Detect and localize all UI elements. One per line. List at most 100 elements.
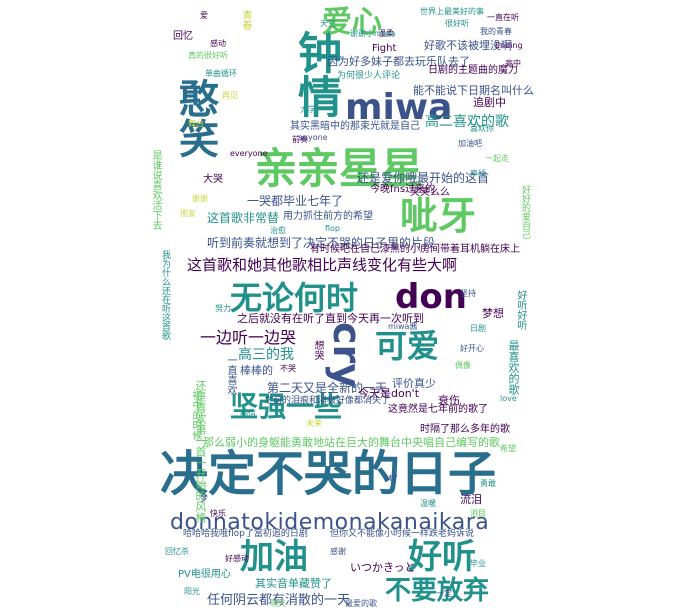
word-gangjiu: 很好听 — [445, 19, 469, 28]
word-xiaoshu: 今晚fns过来的 — [370, 184, 436, 195]
word-small-2: 一直在听 — [487, 13, 519, 22]
word-small-47: MV — [385, 474, 398, 483]
word-small-48: love — [500, 394, 517, 403]
word-qinqin: 亲亲星星 — [255, 144, 424, 193]
word-jianqiang: 坚强一些 — [230, 390, 343, 423]
word-hanxiao: 憨笑 — [172, 78, 218, 158]
word-don: don — [395, 277, 467, 317]
word-dankezhen: 但你又不能像小时候一样跌老妈诉说 — [330, 529, 475, 539]
word-yibiantingyibianku: 一边听一边哭 — [200, 328, 297, 347]
word-pv: PV电很用心 — [178, 569, 231, 580]
word-jintian: 今天是don't — [358, 387, 420, 400]
word-small-6: 感动 — [210, 39, 226, 48]
word-small-21: 梦 — [200, 494, 208, 503]
word-xiao: 笑笑么么 — [410, 187, 450, 198]
word-ai: 爱 — [200, 11, 208, 20]
word-small-31: 舞台 — [188, 119, 204, 128]
word-small-10: 加油吧 — [458, 139, 482, 148]
word-haishiai: 还是爱你哦最开始的这首 — [357, 171, 490, 185]
word-small-12: 谢谢 — [192, 194, 208, 203]
word-side-right-2: 最喜欢的歌 — [507, 340, 520, 395]
word-small-19: 相信 — [240, 409, 256, 418]
word-qishiyou: 其实音单藏赞了 — [255, 577, 332, 590]
word-dakao: 大哭 — [203, 174, 223, 185]
word-small-46: flop — [325, 224, 341, 233]
word-small-26: 最爱的歌 — [345, 599, 377, 608]
word-small-43: 天空 — [320, 19, 336, 28]
word-small-32: 高中 — [505, 59, 521, 68]
word-small-37: 希望 — [500, 444, 516, 453]
word-keai: 可爱 — [375, 327, 440, 365]
word-youshihou: 有时候吧在自己漆黑的小房间带着耳机躺在床上 — [310, 244, 520, 255]
word-small-16: 好开心 — [460, 344, 484, 353]
word-buyaofangqi: 不要放弃 — [385, 576, 490, 606]
word-small-33: 大学 — [300, 105, 316, 114]
word-small-34: 朋友 — [180, 209, 196, 218]
word-jinlai: 为何很少人评论 — [337, 71, 401, 81]
word-bangbangde: 棒棒的 — [240, 364, 273, 377]
word-haoting: 好听 — [408, 537, 476, 577]
word-small-29: 前奏 — [292, 135, 308, 144]
word-nengbuneng: 能不能说下日期名叫什么 — [413, 84, 534, 97]
word-haogebugai: 好歌不该被埋没啊 — [424, 39, 512, 52]
word-shige: 时隔了那么多年的歌 — [420, 424, 510, 435]
word-wulun: 无论何时 — [230, 279, 359, 317]
word-zhuiju: 追剧中 — [473, 96, 506, 109]
word-small-35: 努力 — [215, 304, 231, 313]
word-side-left-2: 还是喜欢第一首一开始的风格 — [194, 380, 207, 523]
word-small-20: 未来 — [306, 419, 322, 428]
word-small-30: 声线 — [470, 169, 486, 178]
word-namaruoxiao: 那么弱小的身躯能勇敢地站在巨大的舞台中央唱自己编写的歌 — [203, 436, 500, 449]
word-zheranshi: 这竟然是七年前的歌了 — [388, 404, 488, 415]
word-itsuka: いつかきっと — [350, 561, 416, 574]
word-rijuzhu: 日剧的主题曲的魔力 — [428, 65, 518, 76]
word-small-24: 感谢 — [330, 547, 346, 556]
word-small-40: 一定 — [436, 589, 452, 598]
word-shuaige: 衰伤 — [438, 394, 460, 407]
word-small-22: 勇敢 — [480, 479, 496, 488]
word-diercitianyou: 第二天又是全新的一天 — [267, 381, 388, 395]
word-cizha: 呲牙 — [400, 194, 477, 238]
word-jueding: 决定不哭的日子 — [160, 446, 497, 502]
word-yikubiye: 一哭都毕业七年了 — [247, 194, 344, 208]
word-cry: cry — [325, 322, 369, 389]
word-small-5: 单曲循环 — [205, 69, 237, 78]
word-renhe: 任何阴云都有消散的一天 — [207, 593, 351, 608]
word-jiayou: 加油 — [240, 537, 308, 577]
word-small-3: 我的青春 — [480, 27, 512, 36]
word-zhedaobiaorenzhi: 这首歌非常替 — [207, 211, 280, 225]
word-small-15: 日剧 — [470, 324, 486, 333]
word-mid-left-1: 初中的时候 — [190, 390, 201, 440]
word-yongli: 用力抓住前方的希望 — [283, 211, 373, 222]
word-side-left-3: 我为什么还在听这首歌 — [160, 250, 170, 340]
word-gaosan: 高三的我 — [238, 347, 294, 363]
word-small-38: 温暖 — [420, 499, 436, 508]
word-side-right-1: 好听好听 — [515, 290, 526, 330]
word-qishi: 其实黑暗中的那束光就是自己 — [290, 121, 420, 132]
word-small-8: 再见 — [222, 91, 238, 100]
word-small-49: everyone — [230, 149, 268, 158]
word-small-17: 偶像 — [455, 361, 471, 370]
word-small-14: miwa酱 — [388, 322, 418, 331]
word-aixin: 爱心 — [322, 5, 382, 40]
word-zhihou: 之后就没有在听了直到今天再一次听到 — [237, 312, 424, 325]
word-small-28: 回忆杀 — [165, 547, 189, 556]
word-small-45: Ending — [495, 41, 523, 50]
word-liulei: 流泪 — [460, 493, 482, 506]
word-mid-left-2: 一直喜欢 — [225, 355, 236, 395]
word-donnatoki: donnatokidemonakanaikara — [170, 510, 490, 535]
word-small-27: 毕业 — [470, 559, 486, 568]
word-small-36: 坚持 — [460, 289, 476, 298]
word-small-41: 明天 — [270, 599, 286, 608]
word-side-left-1: 是谁说喜欢活下去 — [150, 150, 161, 230]
word-small-44: anyone — [298, 133, 328, 142]
word-xiaomiwa: 谢谢小miwa — [350, 29, 396, 38]
word-small-9: 喜欢你 — [470, 124, 494, 133]
word-small-23: 泪目 — [470, 509, 486, 518]
word-small-7: 温柔 — [378, 29, 394, 38]
word-haha: 哈哈哈我哦flop了當初追的日剧 — [183, 529, 308, 539]
word-zhiqian: 之前的泪痕和消极好像都消失了 — [264, 396, 391, 406]
word-mengxiang: 梦想 — [482, 307, 504, 320]
word-small-25: 好感动 — [225, 554, 249, 563]
